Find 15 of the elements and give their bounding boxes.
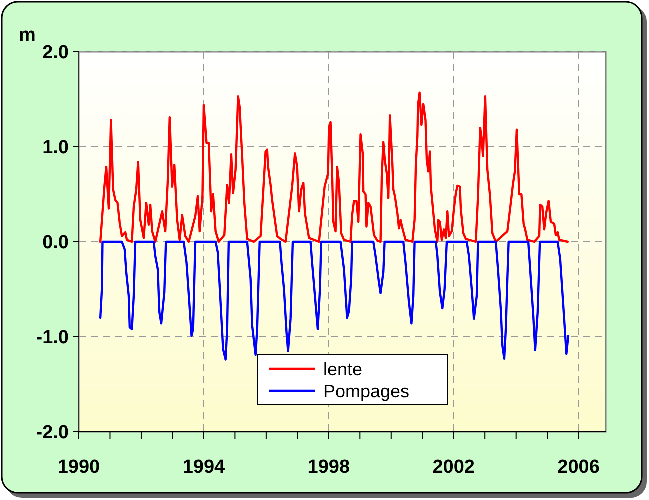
x-tick-label: 1994 — [182, 457, 226, 478]
line-series — [99, 240, 570, 361]
legend-label: Pompages — [324, 381, 410, 402]
y-tick-label: 2.0 — [42, 42, 69, 64]
x-tick-label: 1998 — [308, 457, 350, 478]
y-tick-label: -2.0 — [36, 422, 69, 444]
legend-label: lente — [324, 359, 363, 380]
x-tick-label: 2002 — [432, 457, 476, 478]
y-tick-label: 0.0 — [42, 232, 69, 254]
x-tick-label: 1990 — [58, 457, 100, 478]
y-tick-label: -1.0 — [36, 328, 69, 349]
line-series — [99, 92, 569, 244]
x-tick-label: 2006 — [558, 457, 600, 478]
y-axis-title: m — [19, 25, 36, 46]
y-tick-label: 1.0 — [42, 138, 69, 159]
